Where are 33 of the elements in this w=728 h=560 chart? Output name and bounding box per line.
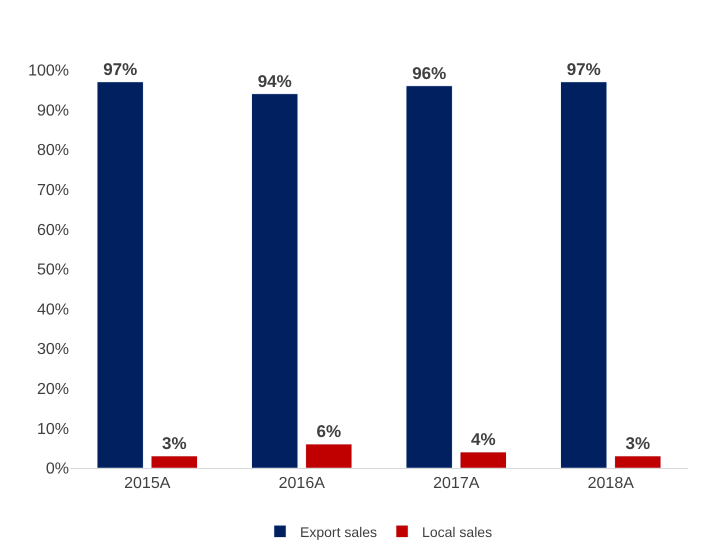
y-tick-label: 0% [46,460,69,478]
y-tick-label: 20% [36,381,69,398]
y-tick-label: 90% [36,102,69,120]
y-tick-label: 50% [36,262,69,279]
y-tick-label: 60% [36,222,69,239]
data-label: 3% [162,434,187,454]
bar [96,82,144,468]
data-label: 97% [103,60,138,79]
data-label: 4% [471,430,496,450]
bar [460,452,507,468]
y-tick-label: 100% [28,62,69,80]
y-tick-label: 30% [36,341,69,358]
legend-label: Export sales [300,524,378,540]
y-tick-label: 80% [36,142,69,160]
bar [560,82,607,468]
legend-label: Local sales [422,524,492,540]
x-tick-label: 2016A [278,475,326,492]
y-tick-label: 10% [36,420,69,438]
bar [151,456,198,468]
bar [406,86,452,468]
x-tick-label: 2018A [588,475,634,492]
bar [614,456,662,468]
data-label: 94% [258,72,292,91]
x-tick-label: 2015A [124,475,171,492]
bar [306,444,352,468]
bar [251,94,298,468]
data-label: 6% [316,422,342,442]
data-label: 97% [566,60,601,79]
data-label: 3% [626,434,650,454]
x-tick-label: 2017A [433,475,480,492]
y-tick-label: 70% [36,182,69,199]
data-label: 96% [412,64,446,83]
y-tick-label: 40% [36,301,69,318]
